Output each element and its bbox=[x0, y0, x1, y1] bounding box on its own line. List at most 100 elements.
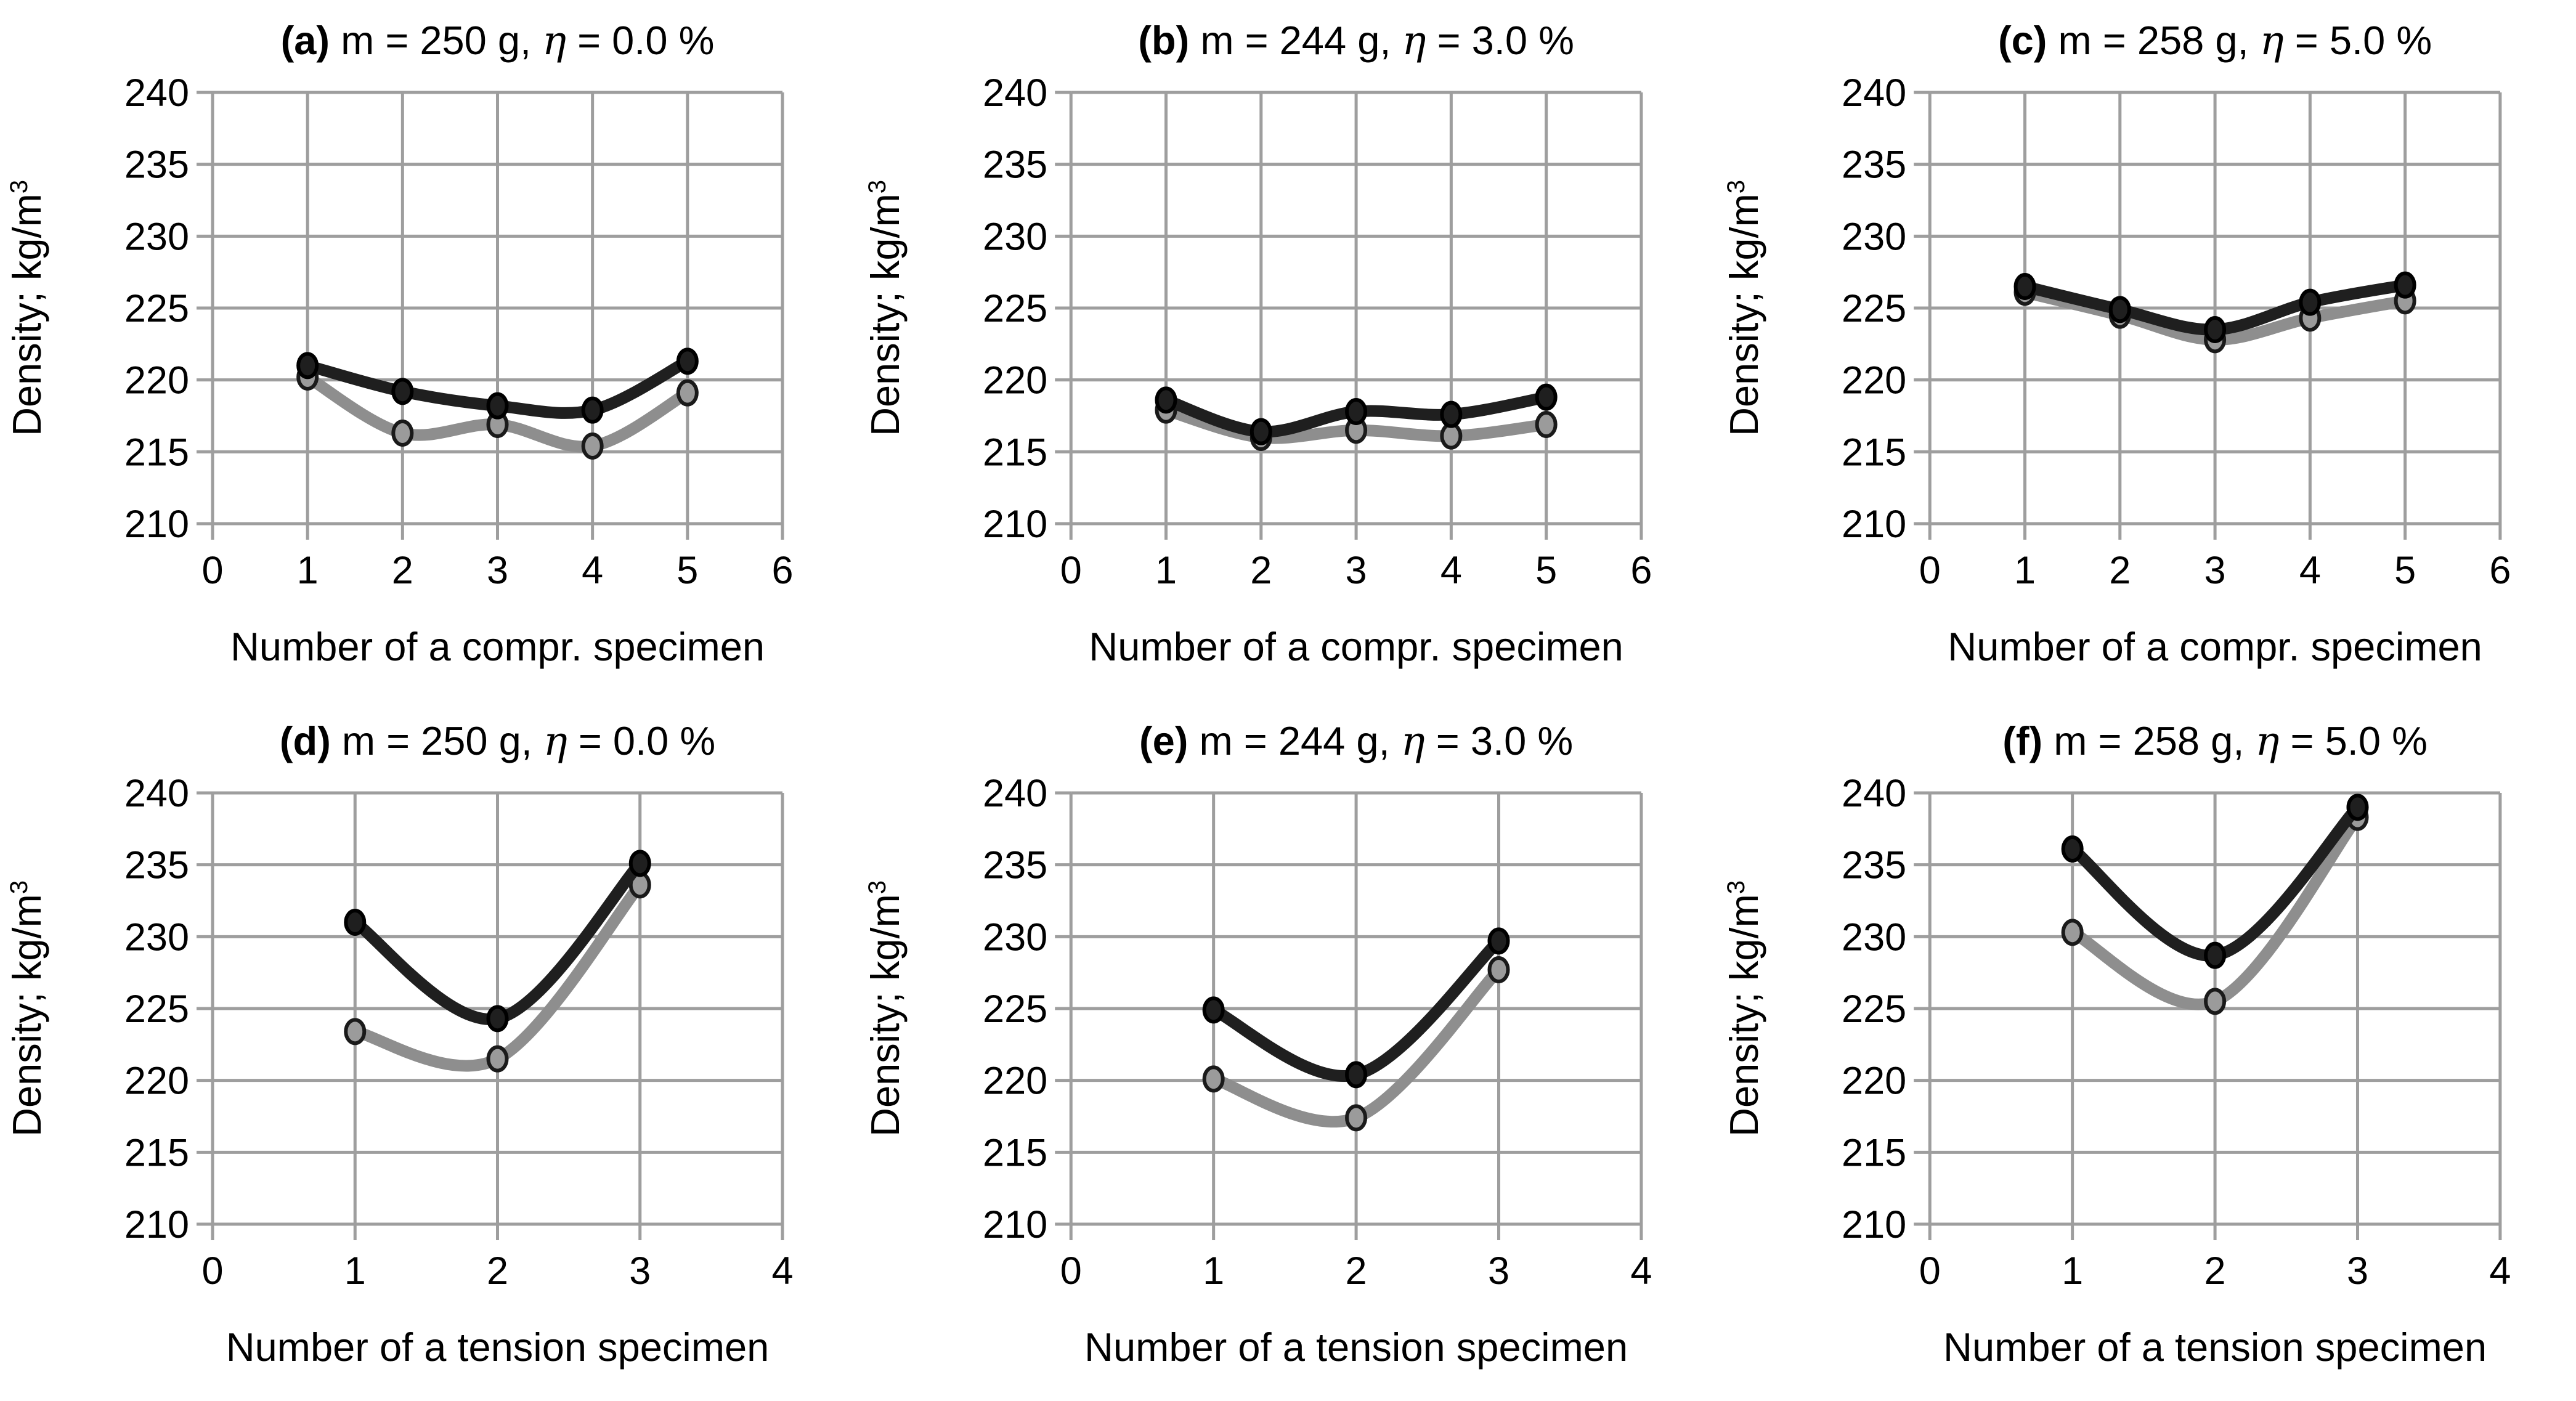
series-dark-marker bbox=[1202, 996, 1225, 1024]
y-axis-label: Density; kg/m3 bbox=[863, 180, 908, 436]
series-dark-marker bbox=[1535, 383, 1558, 411]
x-tick-label: 4 bbox=[1440, 549, 1462, 592]
y-axis-label-text: Density; kg/m bbox=[863, 894, 908, 1137]
y-tick-label: 215 bbox=[124, 431, 189, 474]
x-axis-label: Number of a tension specimen bbox=[1084, 1325, 1628, 1370]
x-tick-label: 3 bbox=[487, 549, 508, 592]
series-dark-marker bbox=[2346, 794, 2369, 821]
chart-title: (e) m = 244 g, η = 3.0 % bbox=[1139, 718, 1573, 765]
series-light-marker bbox=[676, 379, 699, 407]
y-tick-label: 230 bbox=[983, 215, 1047, 258]
x-tick-label: 4 bbox=[2489, 1249, 2511, 1293]
chart-title-text: = 3.0 % bbox=[1425, 718, 1573, 763]
y-axis-label: Density; kg/m3 bbox=[1721, 180, 1766, 436]
series-dark-marker bbox=[581, 396, 604, 424]
series-light-marker bbox=[2061, 919, 2084, 946]
series-light-marker bbox=[1202, 1065, 1225, 1093]
chart-background bbox=[0, 700, 858, 1401]
series-dark-marker bbox=[1345, 398, 1368, 425]
y-tick-label: 215 bbox=[1842, 1131, 1906, 1174]
chart-title: (c) m = 258 g, η = 5.0 % bbox=[1998, 18, 2432, 64]
y-axis-label-superscript: 3 bbox=[864, 880, 891, 894]
chart-title-eta: η bbox=[543, 718, 567, 765]
series-light-marker bbox=[486, 1045, 509, 1073]
y-tick-label: 220 bbox=[124, 359, 189, 402]
x-tick-label: 0 bbox=[1060, 549, 1082, 592]
y-tick-label: 225 bbox=[1842, 988, 1906, 1031]
chart-panel-a: (a) m = 250 g, η = 0.0 % 210 215 220 225 230 2… bbox=[0, 0, 858, 700]
series-dark-marker bbox=[1487, 927, 1510, 955]
y-tick-label: 225 bbox=[983, 988, 1047, 1031]
chart-title-eta: η bbox=[1402, 18, 1426, 64]
y-tick-label: 210 bbox=[983, 503, 1047, 546]
chart-background bbox=[1717, 700, 2576, 1401]
x-tick-label: 3 bbox=[1488, 1249, 1509, 1293]
x-tick-label: 3 bbox=[2347, 1249, 2368, 1293]
y-axis-label-text: Density; kg/m bbox=[1721, 193, 1766, 436]
y-axis-label-text: Density; kg/m bbox=[1721, 894, 1766, 1137]
chart-title-text: m = 258 g, bbox=[2042, 718, 2255, 763]
y-tick-label: 240 bbox=[124, 772, 189, 815]
chart-title-eta: η bbox=[542, 18, 566, 64]
series-dark-marker bbox=[2061, 835, 2084, 863]
series-dark-marker bbox=[628, 850, 651, 877]
chart-panel-e: (e) m = 244 g, η = 3.0 % 210 215 220 225 230 2… bbox=[858, 700, 1717, 1401]
chart-panel-c: (c) m = 258 g, η = 5.0 % 210 215 220 225 230 2… bbox=[1717, 0, 2576, 700]
y-axis-label-superscript: 3 bbox=[6, 880, 33, 894]
chart-svg-e: (e) m = 244 g, η = 3.0 %2102152202252302… bbox=[858, 700, 1717, 1401]
y-tick-label: 210 bbox=[124, 503, 189, 546]
chart-title-text: m = 244 g, bbox=[1188, 718, 1400, 763]
x-tick-label: 2 bbox=[487, 1249, 508, 1293]
chart-title-text: m = 244 g, bbox=[1189, 18, 1402, 63]
y-tick-label: 230 bbox=[124, 215, 189, 258]
series-dark-marker bbox=[676, 347, 699, 375]
series-dark-marker bbox=[1345, 1061, 1368, 1089]
y-tick-label: 235 bbox=[983, 844, 1047, 887]
chart-title-eta: η bbox=[2260, 18, 2284, 64]
x-tick-label: 0 bbox=[201, 549, 223, 592]
y-tick-label: 235 bbox=[124, 844, 189, 887]
y-tick-label: 235 bbox=[1842, 844, 1906, 887]
y-tick-label: 225 bbox=[124, 988, 189, 1031]
chart-panel-d: (d) m = 250 g, η = 0.0 % 210 215 220 225 230 2… bbox=[0, 700, 858, 1401]
y-tick-label: 235 bbox=[983, 144, 1047, 187]
chart-title-text: m = 258 g, bbox=[2047, 18, 2259, 63]
chart-title-text: = 0.0 % bbox=[566, 18, 714, 63]
chart-title: (f) m = 258 g, η = 5.0 % bbox=[2002, 718, 2428, 765]
x-tick-label: 4 bbox=[2299, 549, 2321, 592]
y-tick-label: 225 bbox=[124, 287, 189, 330]
series-light-marker bbox=[1345, 1104, 1368, 1132]
y-tick-label: 230 bbox=[1842, 215, 1906, 258]
chart-background bbox=[1717, 0, 2576, 700]
y-axis-label: Density; kg/m3 bbox=[1721, 880, 1766, 1137]
y-axis-label-superscript: 3 bbox=[6, 180, 33, 193]
x-axis-label: Number of a compr. specimen bbox=[1948, 624, 2482, 669]
x-tick-label: 4 bbox=[771, 1249, 793, 1293]
series-dark-marker bbox=[2108, 296, 2131, 323]
series-dark-marker bbox=[486, 392, 509, 420]
x-tick-label: 3 bbox=[629, 1249, 651, 1293]
x-tick-label: 2 bbox=[392, 549, 413, 592]
x-tick-label: 4 bbox=[1630, 1249, 1652, 1293]
x-tick-label: 3 bbox=[1346, 549, 1367, 592]
x-tick-label: 1 bbox=[2014, 549, 2036, 592]
chart-title-text: = 5.0 % bbox=[2279, 718, 2427, 763]
chart-title-panel-letter: (e) bbox=[1139, 718, 1188, 763]
chart-title-panel-letter: (d) bbox=[280, 718, 331, 763]
y-tick-label: 220 bbox=[983, 1060, 1047, 1103]
series-light-marker bbox=[391, 420, 414, 447]
x-axis-label: Number of a tension specimen bbox=[1943, 1325, 2487, 1370]
chart-title: (a) m = 250 g, η = 0.0 % bbox=[281, 18, 715, 64]
x-tick-label: 1 bbox=[344, 1249, 366, 1293]
y-tick-label: 220 bbox=[1842, 359, 1906, 402]
series-dark-marker bbox=[344, 909, 367, 936]
y-tick-label: 230 bbox=[124, 916, 189, 959]
series-dark-marker bbox=[1155, 386, 1177, 414]
y-tick-label: 240 bbox=[983, 71, 1047, 115]
y-tick-label: 225 bbox=[1842, 287, 1906, 330]
x-tick-label: 1 bbox=[1203, 1249, 1224, 1293]
y-tick-label: 240 bbox=[1842, 71, 1906, 115]
x-tick-label: 0 bbox=[201, 1249, 223, 1293]
y-tick-label: 240 bbox=[983, 772, 1047, 815]
